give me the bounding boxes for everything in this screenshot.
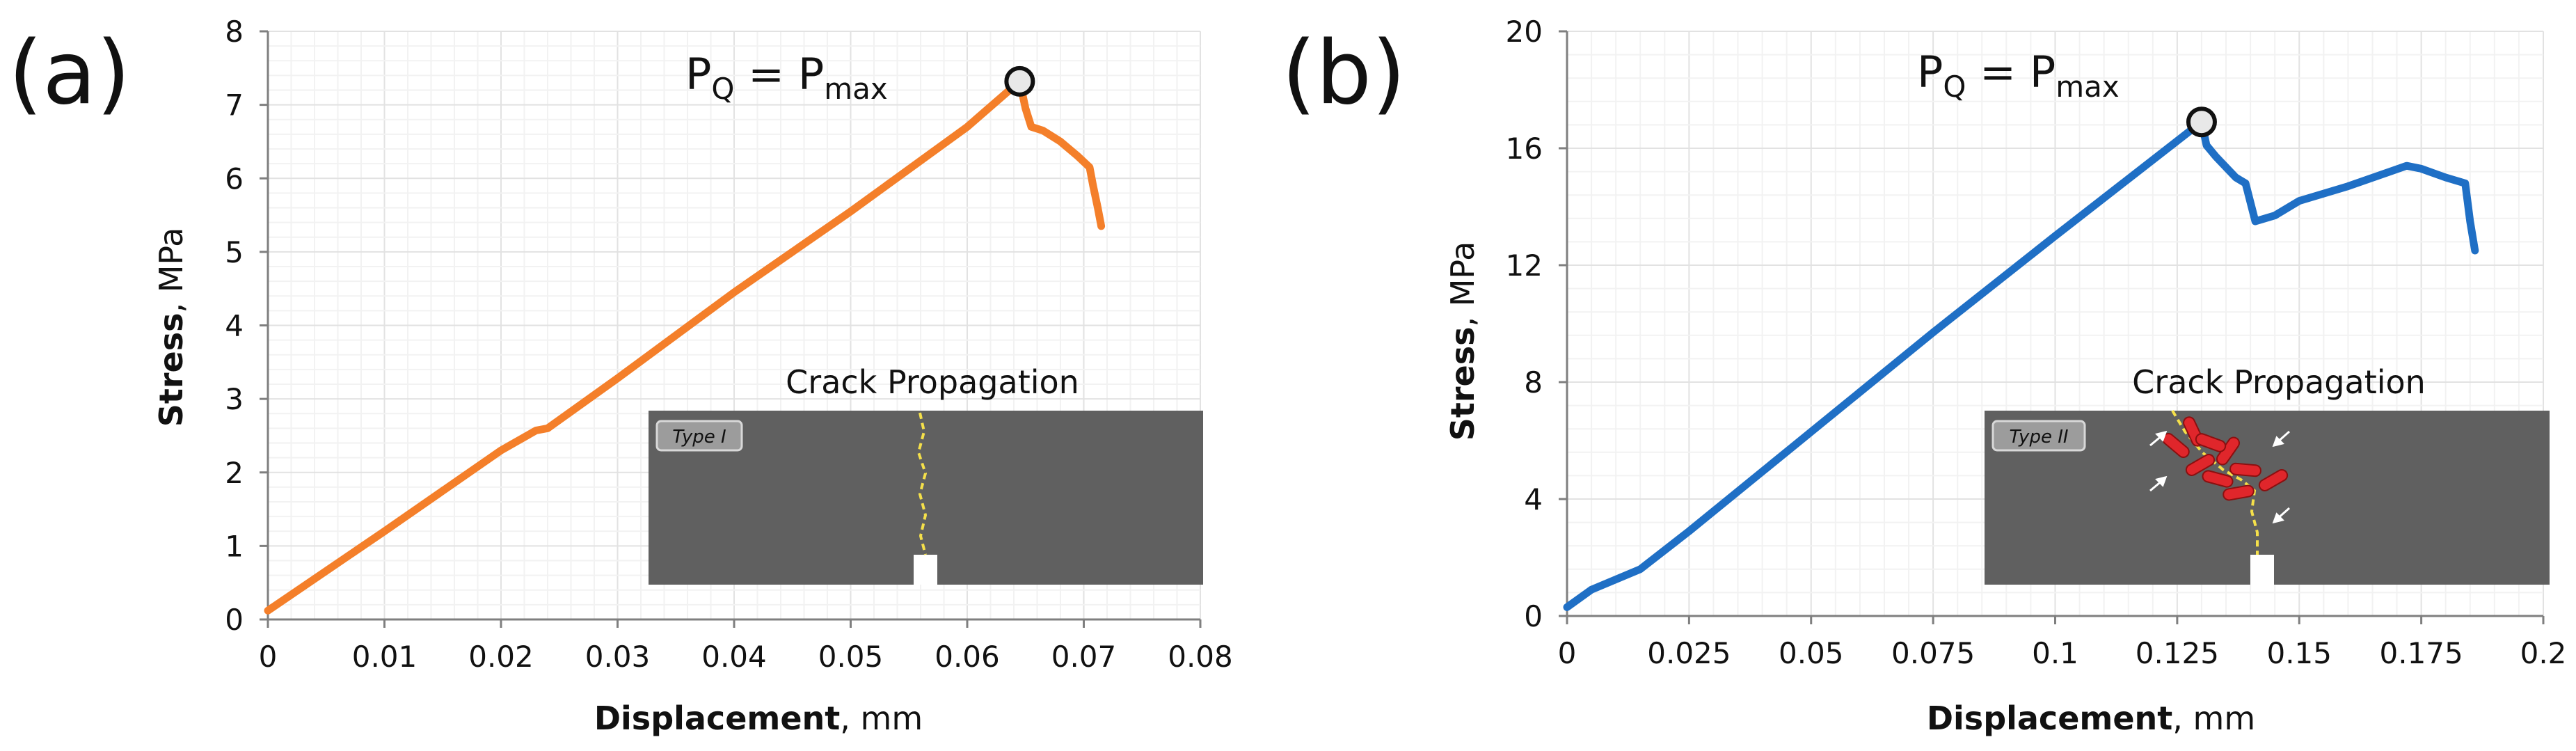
panel-a-y-tick-label: 6 (225, 161, 244, 196)
panel-a-peak-marker (1004, 65, 1035, 97)
panel-b-x-tick-label: 0 (1558, 636, 1577, 670)
panel-b-label: (b) (1282, 22, 1406, 124)
panel-a-x-tick-label: 0.04 (701, 640, 767, 674)
panel-a-ylabel: Stress, MPa (152, 228, 190, 427)
panel-a-x-tick-label: 0.03 (585, 640, 651, 674)
panel-a-y-tick-label: 8 (225, 15, 244, 49)
panel-b-x-tick-label: 0.125 (2136, 636, 2219, 670)
panel-a-y-tick-label: 3 (225, 382, 244, 416)
panel-b-x-tick-label: 0.15 (2266, 636, 2332, 670)
panel-b-y-tick-label: 0 (1524, 599, 1543, 633)
panel-a-x-tick-label: 0.05 (818, 640, 884, 674)
panel-a-chart: (a) 0 0.01 0.02 0.03 0.04 0.05 0.06 0.07 0.08 0 1 2… (8, 15, 1233, 737)
panel-b-xlabel: Displacement, mm (1927, 699, 2255, 737)
panel-a-x-tick-label: 0.07 (1051, 640, 1117, 674)
panel-a-y-tick-label: 1 (225, 529, 244, 563)
panel-a-type-tag-box (655, 420, 743, 452)
panel-a-x-tick-label: 0.06 (935, 640, 1000, 674)
panel-b-y-tick-label: 8 (1524, 365, 1543, 400)
panel-a-x-tick-label: 0 (259, 640, 278, 674)
panel-b-ylabel: Stress, MPa (1444, 242, 1481, 441)
panel-b-notch (2250, 555, 2274, 585)
panel-a-y-tick-label: 4 (225, 309, 244, 343)
panel-a-label: (a) (8, 22, 131, 124)
panel-a-inset-title: Crack Propagation (786, 363, 1079, 401)
panel-a-y-tick-label: 2 (225, 456, 244, 490)
panel-b-ticks: 0 0.025 0.05 0.075 0.1 0.125 0.15 0.175 0.2 0 4 8 12… (1506, 15, 2567, 670)
panel-b-inset: Crack Propagation Type II (1985, 363, 2550, 585)
panel-b-fibers (2162, 416, 2289, 501)
panel-a-y-tick-label: 7 (225, 88, 244, 122)
panel-a-xlabel: Displacement, mm (594, 699, 923, 737)
panel-a-notch (914, 555, 937, 585)
panel-b-inset-title: Crack Propagation (2132, 363, 2426, 401)
panel-a-inset: Crack Propagation Type I (649, 363, 1203, 585)
panel-b-y-tick-label: 20 (1506, 15, 1543, 49)
panel-b-x-tick-label: 0.2 (2520, 636, 2567, 670)
panel-b-y-tick-label: 4 (1524, 482, 1543, 516)
panel-b-x-tick-label: 0.175 (2380, 636, 2463, 670)
panel-a-x-tick-label: 0.01 (352, 640, 418, 674)
panel-b-peak-marker (2186, 106, 2217, 138)
panel-b-chart: (b) 0 0.025 0.05 0.075 0.1 0.125 0.15 0.175 0.20… (1282, 15, 2566, 737)
panel-a-series (264, 65, 1106, 615)
panel-b-series (1563, 106, 2479, 611)
panel-b-y-tick-label: 12 (1506, 248, 1543, 283)
panel-b-x-tick-label: 0.05 (1779, 636, 1844, 670)
panel-b-force-arrows (2149, 430, 2290, 524)
panel-b-x-tick-label: 0.025 (1647, 636, 1731, 670)
panel-a-x-tick-label: 0.02 (468, 640, 534, 674)
panel-b-type-tag-box (1991, 420, 2086, 452)
panel-a-type-tag: Type I (672, 427, 726, 448)
panel-a-y-tick-label: 0 (225, 603, 244, 637)
panel-a-crack (916, 412, 928, 555)
panel-b-type-tag: Type II (2009, 427, 2068, 448)
panel-a-y-tick-label: 5 (225, 235, 244, 269)
panel-b-x-tick-label: 0.075 (1891, 636, 1975, 670)
panel-b-series-line (1563, 118, 2479, 611)
panel-a-ticks: 0 0.01 0.02 0.03 0.04 0.05 0.06 0.07 0.08 0 1 2 3 4 5 6… (225, 15, 1232, 674)
panel-b-x-tick-label: 0.1 (2032, 636, 2078, 670)
panel-a-annotation: PQ = Pmax (685, 49, 888, 106)
panel-b-y-tick-label: 16 (1506, 132, 1543, 166)
panel-a-x-tick-label: 0.08 (1168, 640, 1233, 674)
